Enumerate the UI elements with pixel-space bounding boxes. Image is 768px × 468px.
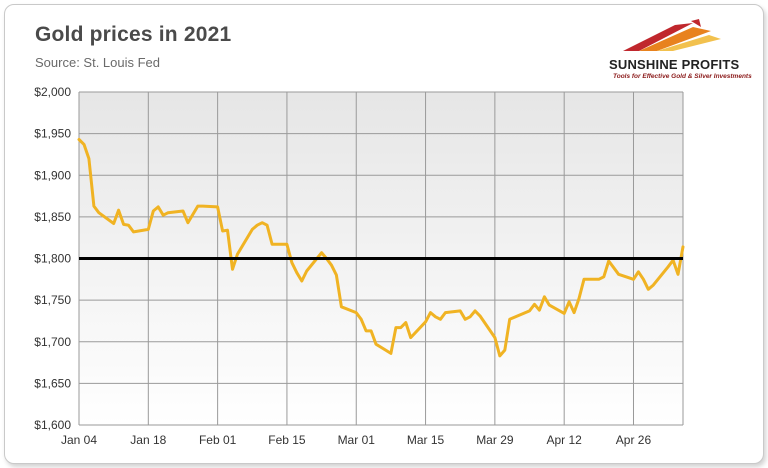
x-tick-label: Apr 26: [616, 433, 652, 447]
gold-price-line: [77, 138, 685, 358]
chart-subtitle: Source: St. Louis Fed: [35, 55, 161, 70]
y-tick-label: $1,650: [34, 376, 71, 390]
y-tick-label: $1,600: [34, 418, 71, 432]
x-tick-label: Apr 12: [547, 433, 583, 447]
x-tick-label: Feb 01: [199, 433, 237, 447]
y-tick-label: $1,950: [34, 127, 71, 141]
chart-title: Gold prices in 2021: [35, 23, 232, 46]
sun-rays-icon: [623, 19, 721, 51]
y-tick-label: $1,700: [34, 335, 71, 349]
x-tick-label: Jan 18: [130, 433, 166, 447]
y-tick-label: $1,900: [34, 168, 71, 182]
x-tick-label: Mar 01: [338, 433, 376, 447]
y-tick-label: $1,850: [34, 210, 71, 224]
y-tick-label: $1,800: [34, 252, 71, 266]
x-tick-label: Jan 04: [61, 433, 97, 447]
logo-name: SUNSHINE PROFITS: [609, 57, 740, 72]
x-tick-label: Feb 15: [268, 433, 306, 447]
x-tick-label: Mar 15: [407, 433, 445, 447]
x-tick-label: Mar 29: [476, 433, 514, 447]
y-tick-label: $2,000: [34, 85, 71, 99]
logo-tagline: Tools for Effective Gold & Silver Invest…: [613, 73, 752, 80]
y-tick-label: $1,750: [34, 293, 71, 307]
sunshine-profits-logo: SUNSHINE PROFITS Tools for Effective Gol…: [609, 17, 759, 80]
